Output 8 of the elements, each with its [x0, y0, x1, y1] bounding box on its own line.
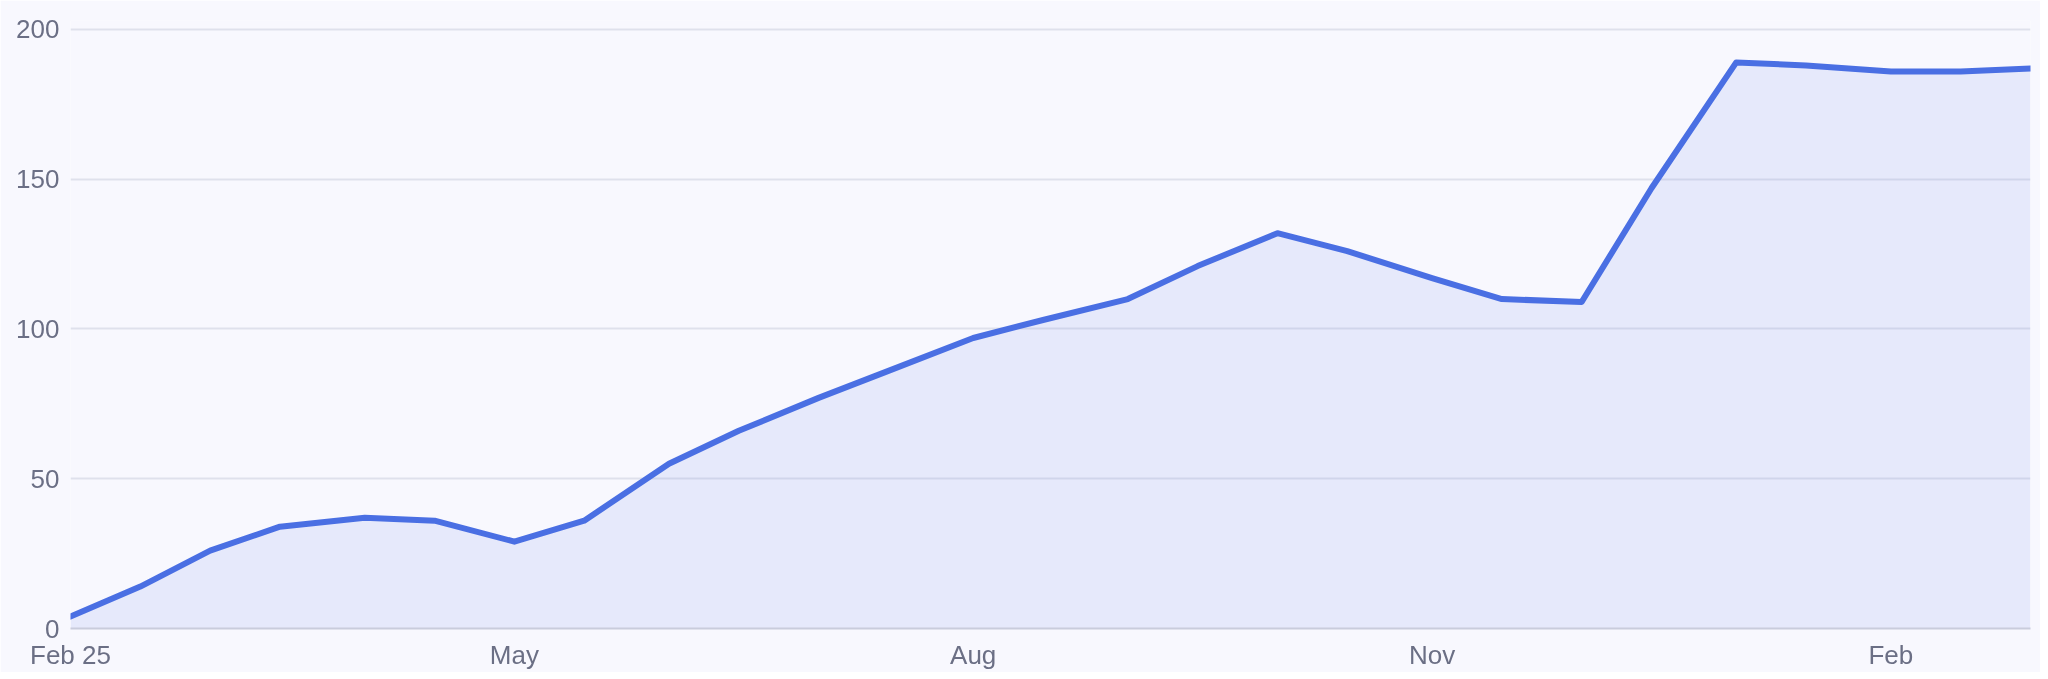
y-tick-label: 100 — [16, 313, 60, 344]
y-tick-label: 200 — [16, 14, 60, 45]
x-tick-label: Aug — [950, 639, 997, 670]
y-tick-label: 150 — [16, 164, 60, 195]
y-tick-label: 50 — [30, 463, 60, 494]
x-tick-label: Nov — [1408, 639, 1456, 670]
x-tick-label: Feb — [1868, 639, 1914, 670]
x-tick-label: May — [489, 639, 539, 670]
